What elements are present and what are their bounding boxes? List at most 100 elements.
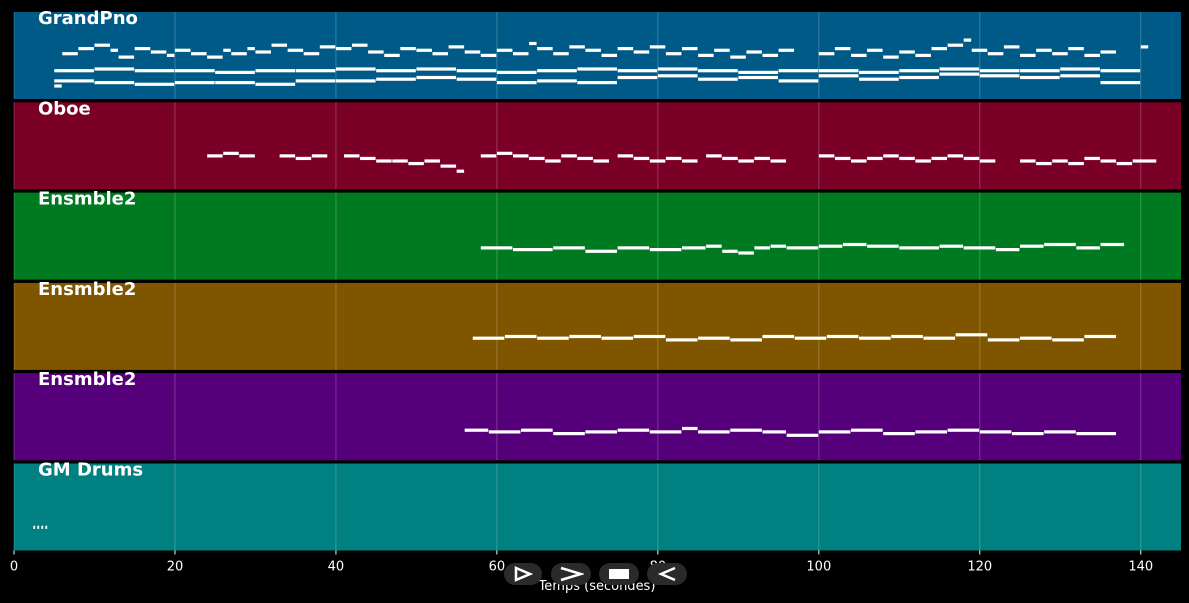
note — [955, 333, 988, 337]
note — [657, 74, 698, 78]
note — [94, 81, 135, 85]
note — [472, 336, 505, 340]
note — [859, 336, 891, 340]
note — [883, 154, 899, 158]
note — [1068, 47, 1084, 51]
note — [730, 338, 762, 342]
note — [118, 55, 135, 59]
fast-forward-button[interactable] — [551, 563, 591, 585]
note — [665, 156, 682, 161]
track-label: Ensmble2 — [38, 369, 136, 390]
note — [134, 47, 151, 51]
note — [786, 246, 819, 250]
note — [851, 428, 883, 432]
note — [754, 156, 770, 161]
note — [440, 164, 457, 168]
note — [617, 47, 634, 51]
play-button[interactable] — [504, 563, 542, 585]
note — [1020, 336, 1052, 340]
note — [94, 43, 110, 47]
note — [134, 82, 175, 86]
note — [1020, 69, 1060, 73]
note — [311, 154, 328, 158]
note — [456, 69, 497, 73]
note — [770, 244, 787, 248]
note — [698, 77, 738, 81]
note — [585, 48, 601, 52]
note — [335, 47, 352, 51]
note — [1060, 67, 1100, 71]
note — [1100, 50, 1117, 54]
note — [826, 334, 859, 339]
note — [867, 244, 899, 248]
note — [1052, 338, 1084, 342]
note — [617, 69, 658, 73]
note — [1052, 52, 1068, 56]
note — [456, 77, 497, 81]
note — [521, 428, 553, 432]
note — [682, 159, 698, 163]
note — [62, 52, 78, 56]
track-label: Ensmble2 — [38, 279, 136, 300]
note — [698, 69, 738, 73]
stop-button[interactable] — [599, 563, 639, 585]
note — [682, 426, 698, 431]
note — [947, 428, 980, 432]
note — [818, 244, 843, 248]
track-background — [14, 463, 1181, 551]
note — [569, 45, 585, 49]
note — [1140, 45, 1149, 49]
note — [496, 151, 513, 155]
track-3: Ensmble2 — [13, 279, 1181, 370]
note — [424, 159, 440, 163]
rewind-icon — [657, 566, 676, 582]
note — [859, 77, 899, 81]
note — [867, 156, 883, 161]
note — [617, 428, 650, 432]
note — [295, 79, 336, 83]
track-background — [14, 192, 1181, 280]
note — [376, 69, 416, 73]
note — [762, 334, 795, 339]
note — [649, 159, 666, 163]
note — [553, 432, 585, 436]
note — [239, 154, 255, 158]
note — [1036, 48, 1052, 52]
note — [1052, 159, 1068, 163]
note — [987, 52, 1004, 56]
note — [577, 81, 618, 85]
note — [480, 246, 513, 250]
note — [553, 246, 585, 250]
x-tick-label: 120 — [967, 560, 992, 575]
note — [1132, 159, 1157, 163]
note — [569, 334, 601, 339]
note — [657, 67, 698, 71]
note — [617, 154, 634, 158]
note — [939, 67, 980, 71]
note — [939, 72, 980, 76]
note — [706, 154, 722, 158]
note — [504, 334, 537, 339]
note — [45, 525, 48, 529]
note — [1100, 69, 1141, 73]
note — [1116, 161, 1133, 166]
track-2: Ensmble2 — [13, 189, 1181, 280]
note — [706, 244, 722, 248]
note — [915, 430, 947, 434]
note — [215, 81, 255, 85]
note — [295, 156, 312, 161]
note — [376, 159, 392, 163]
note — [633, 156, 650, 161]
note — [416, 48, 432, 52]
note — [738, 159, 754, 163]
note — [207, 154, 223, 158]
note — [1044, 242, 1076, 247]
note — [537, 79, 577, 83]
note — [1044, 430, 1076, 434]
note — [191, 52, 207, 56]
track-background — [14, 102, 1181, 190]
note — [778, 79, 819, 83]
note — [376, 77, 416, 81]
note — [166, 53, 175, 57]
rewind-button[interactable] — [647, 563, 687, 585]
